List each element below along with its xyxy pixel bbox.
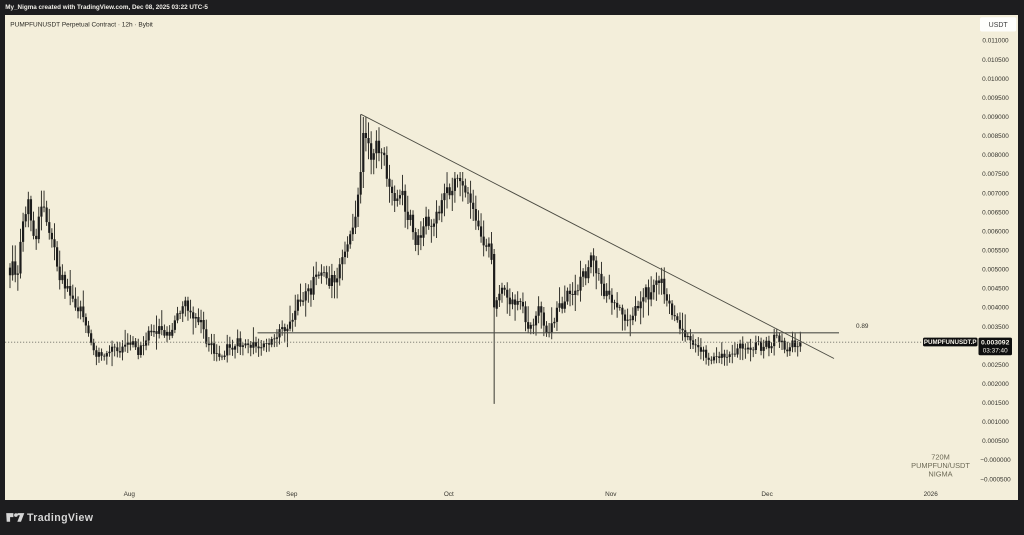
svg-text:Sep: Sep [286, 491, 298, 498]
svg-text:03:37:40: 03:37:40 [983, 348, 1008, 355]
svg-text:0.009500: 0.009500 [982, 95, 1009, 102]
svg-text:0.89: 0.89 [856, 323, 869, 330]
svg-text:0.005000: 0.005000 [982, 267, 1009, 274]
svg-text:−0.000500: −0.000500 [980, 476, 1011, 483]
svg-text:PUMPFUNUSDT.P: PUMPFUNUSDT.P [924, 339, 977, 346]
svg-text:0.001000: 0.001000 [982, 419, 1009, 426]
svg-text:0.004500: 0.004500 [982, 286, 1009, 293]
svg-text:0.001500: 0.001500 [982, 400, 1009, 407]
svg-text:0.008500: 0.008500 [982, 133, 1009, 140]
svg-text:0.006000: 0.006000 [982, 228, 1009, 235]
svg-text:0.010500: 0.010500 [982, 57, 1009, 64]
svg-text:0.003092: 0.003092 [981, 339, 1010, 346]
svg-text:Oct: Oct [444, 491, 454, 498]
svg-text:0.006500: 0.006500 [982, 209, 1009, 216]
svg-text:0.002500: 0.002500 [982, 362, 1009, 369]
svg-text:0.011000: 0.011000 [982, 38, 1009, 45]
svg-text:0.008000: 0.008000 [982, 152, 1009, 159]
svg-text:0.007500: 0.007500 [982, 171, 1009, 178]
svg-text:NIGMA: NIGMA [928, 469, 952, 478]
svg-text:0.009000: 0.009000 [982, 114, 1009, 121]
svg-text:0.010000: 0.010000 [982, 76, 1009, 83]
svg-text:0.002000: 0.002000 [982, 381, 1009, 388]
svg-text:Dec: Dec [761, 491, 773, 498]
svg-text:PUMPFUNUSDT Perpetual Contract: PUMPFUNUSDT Perpetual Contract · 12h · B… [10, 22, 153, 29]
svg-text:PUMPFUN/USDT: PUMPFUN/USDT [911, 461, 970, 470]
svg-text:0.007000: 0.007000 [982, 190, 1009, 197]
svg-text:0.003500: 0.003500 [982, 324, 1009, 331]
svg-text:−0.000000: −0.000000 [980, 457, 1011, 464]
svg-text:0.004000: 0.004000 [982, 305, 1009, 312]
svg-text:2026: 2026 [924, 491, 939, 498]
svg-text:USDT: USDT [989, 22, 1009, 29]
svg-text:720M: 720M [931, 453, 950, 462]
svg-text:Nov: Nov [605, 491, 617, 498]
svg-text:Aug: Aug [124, 491, 136, 498]
svg-text:0.005500: 0.005500 [982, 248, 1009, 255]
svg-text:0.000500: 0.000500 [982, 438, 1009, 445]
